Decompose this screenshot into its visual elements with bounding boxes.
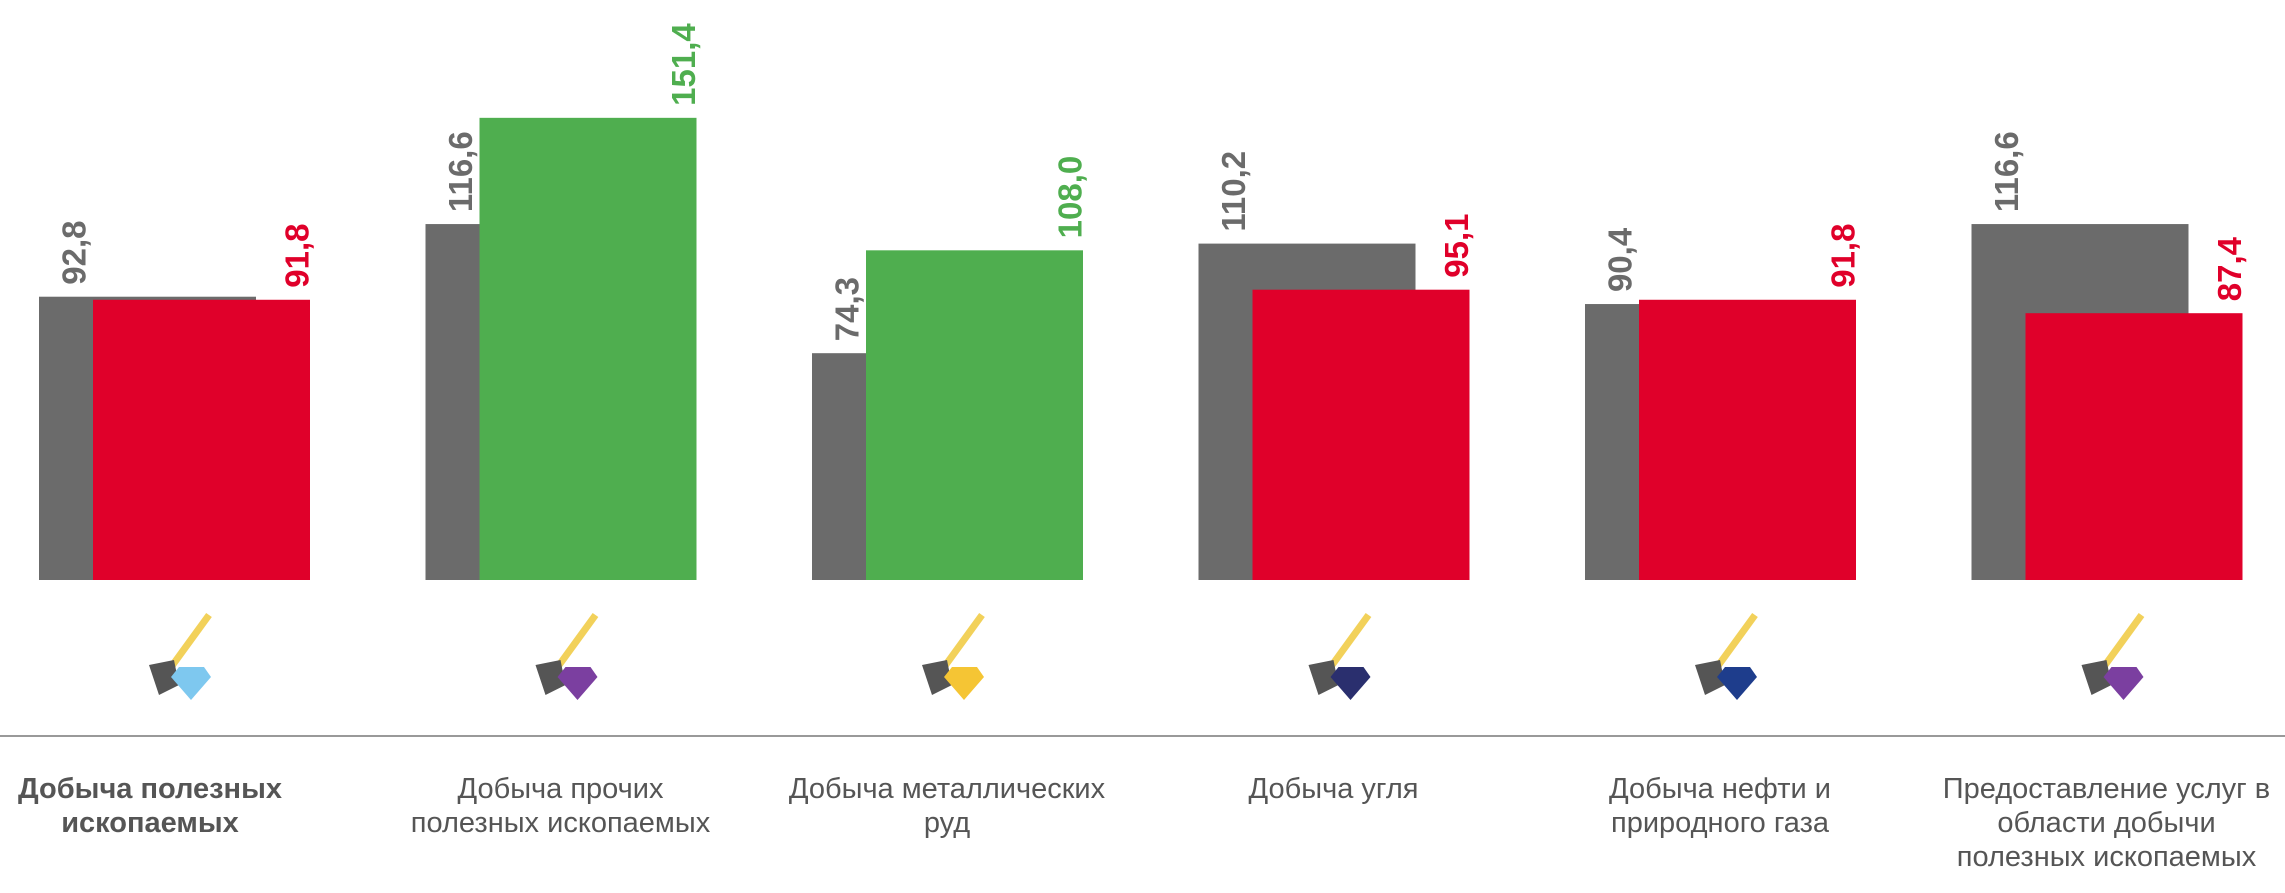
- icon-handle: [552, 612, 599, 673]
- bar-current: [93, 299, 310, 580]
- icon: [1695, 612, 1758, 700]
- icon-gem: [1717, 667, 1757, 700]
- value-label: 151,4: [665, 23, 702, 106]
- icon-handle: [939, 612, 985, 673]
- icon-shovel: [2081, 660, 2112, 695]
- value-label: 110,2: [1215, 151, 1252, 232]
- icon-handle: [1712, 612, 1758, 673]
- icon-gem: [1330, 667, 1371, 700]
- icon: [535, 612, 599, 700]
- icon-handle: [1325, 612, 1372, 673]
- category-label: Добыча угля: [1248, 773, 1419, 805]
- bar-current: [1639, 299, 1856, 580]
- value-label: 92,8: [56, 220, 93, 284]
- icon-gem: [2103, 667, 2144, 700]
- icon-handle: [166, 612, 212, 673]
- category-label: Добыча металлических руд: [788, 773, 1106, 839]
- icon-handle: [2098, 612, 2145, 673]
- category-label: Добыча прочих полезных ископаемых: [410, 773, 711, 839]
- icon-shovel: [535, 660, 566, 695]
- value-label: 91,8: [1825, 224, 1862, 288]
- value-label: 95,1: [1438, 213, 1475, 277]
- value-label: 116,6: [442, 131, 479, 212]
- category-label: Добыча нефти и природного газа: [1609, 773, 1831, 839]
- value-label: 108,0: [1052, 156, 1089, 239]
- icon-gem: [171, 667, 211, 700]
- value-label: 74,3: [829, 277, 866, 341]
- icon-shovel: [922, 660, 952, 695]
- icon-shovel: [1308, 660, 1339, 695]
- category-label: Предоставление услуг в области добычи по…: [1942, 773, 2271, 873]
- icon: [2081, 612, 2145, 700]
- value-label: 116,6: [1988, 131, 2025, 212]
- bar-current: [1252, 289, 1470, 580]
- icon: [922, 612, 985, 700]
- value-label: 87,4: [2211, 236, 2248, 301]
- icon-gem: [944, 667, 984, 700]
- bar-current: [479, 117, 697, 581]
- bar-current: [866, 250, 1083, 580]
- bar-current: [2025, 313, 2243, 580]
- icon-gem: [557, 667, 598, 700]
- icon-shovel: [1695, 660, 1725, 695]
- value-label: 91,8: [279, 224, 316, 288]
- icon: [1308, 612, 1372, 700]
- value-label: 90,4: [1602, 227, 1639, 292]
- icon-shovel: [149, 660, 179, 695]
- category-label: Добыча полезных ископаемых: [18, 773, 282, 839]
- icon: [149, 612, 212, 700]
